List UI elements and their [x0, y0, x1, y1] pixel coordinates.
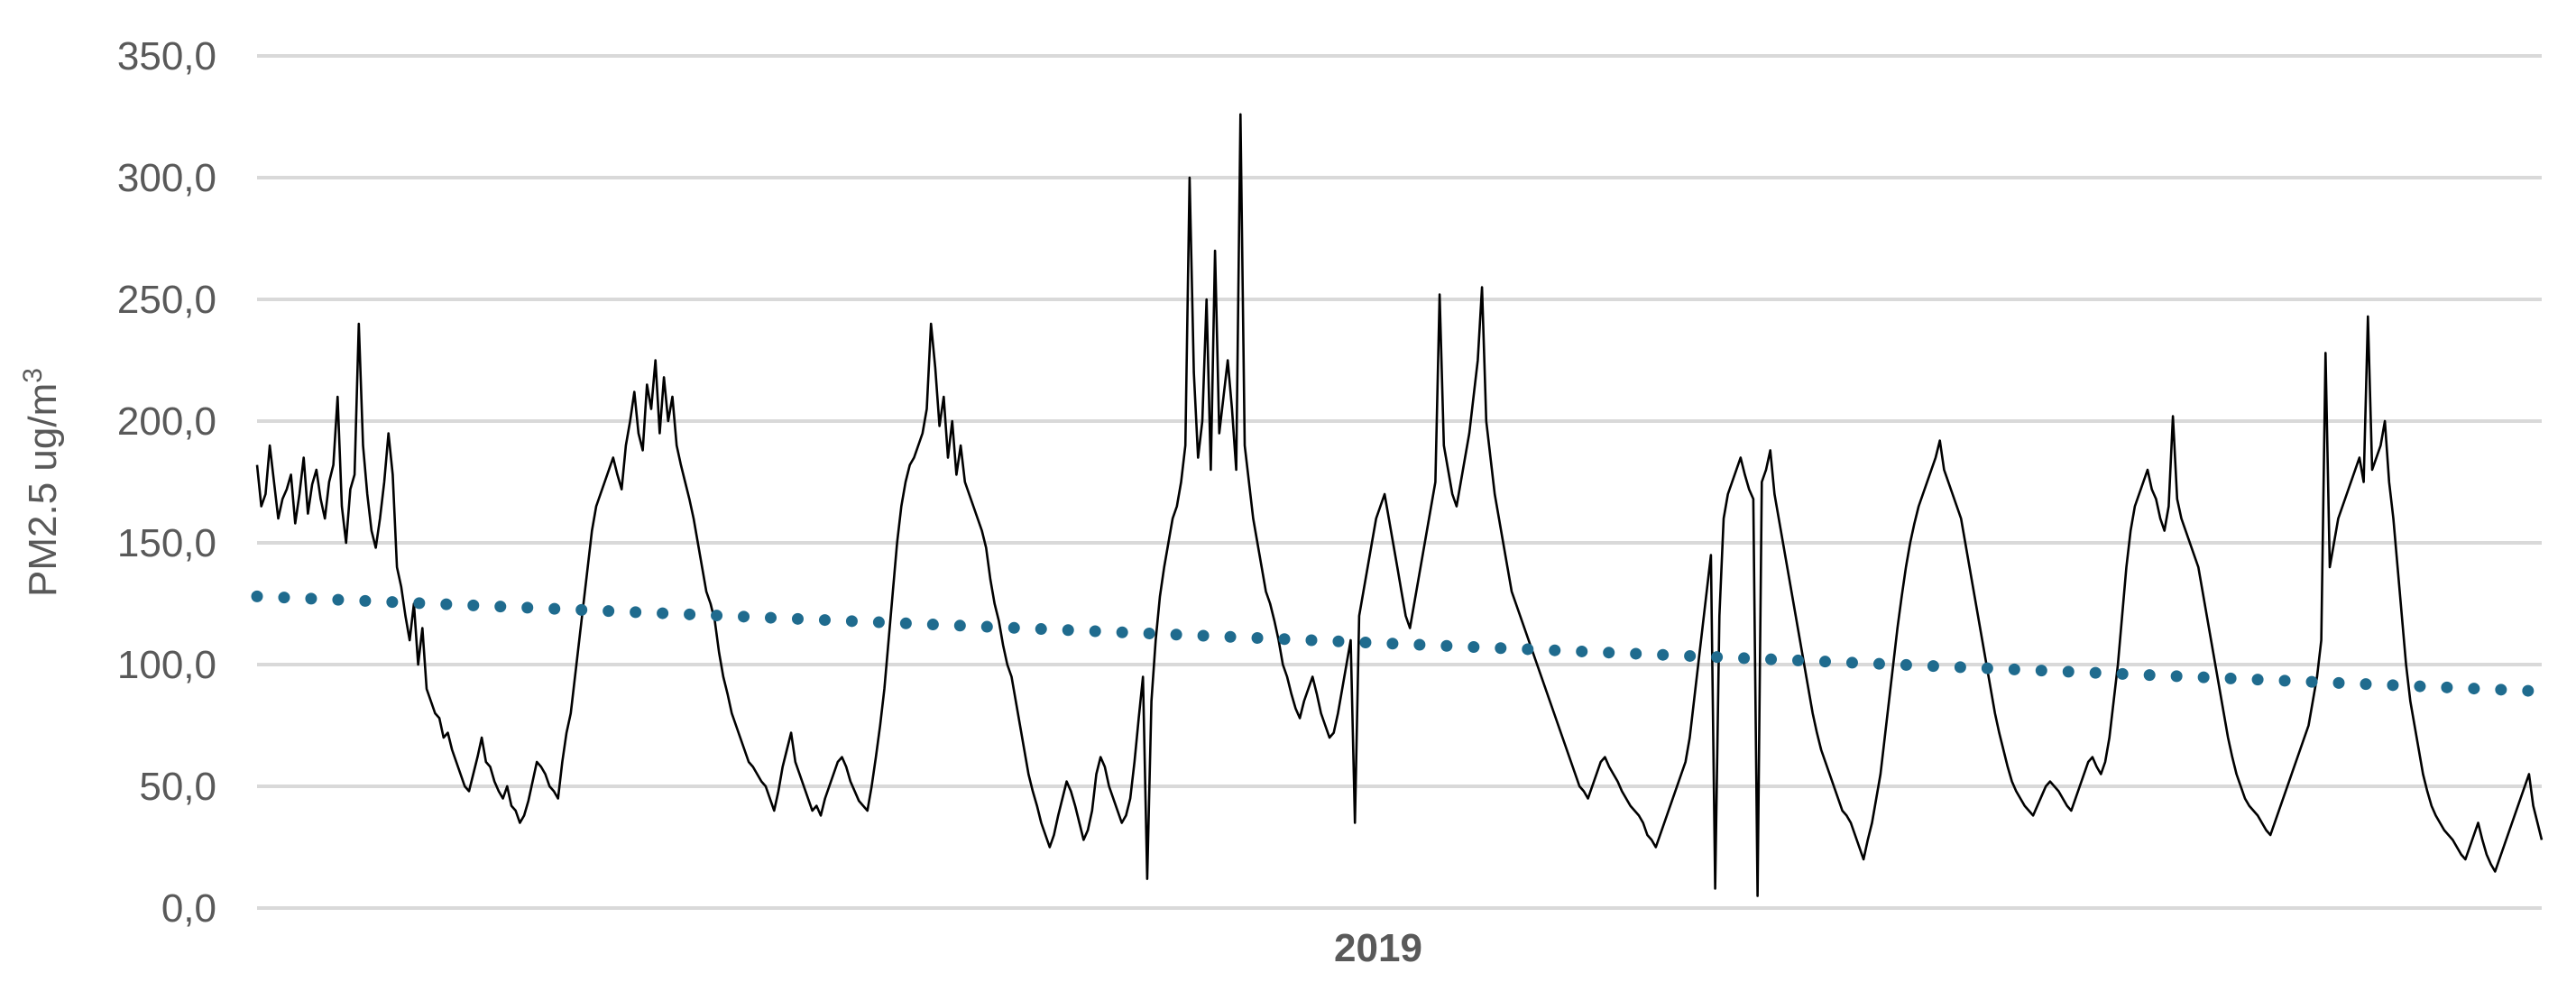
- y-tick-label: 50,0: [139, 765, 216, 809]
- y-axis-ticks: 0,0 50,0 100,0 150,0 200,0 250,0 300,0 350,0: [117, 34, 216, 931]
- y-tick-label: 350,0: [117, 34, 216, 78]
- trendline-line: [251, 590, 2548, 698]
- y-tick-label: 300,0: [117, 156, 216, 200]
- y-axis-title: PM2.5 ug/m3: [18, 368, 65, 597]
- trendline: [251, 590, 2548, 698]
- y-tick-label: 250,0: [117, 278, 216, 322]
- gridlines: [257, 54, 2542, 910]
- y-tick-label: 0,0: [161, 886, 216, 931]
- series-line: [255, 113, 2544, 897]
- y-axis-title-text: PM2.5 ug/m: [21, 383, 65, 597]
- y-axis-title-superscript: 3: [18, 368, 48, 383]
- y-tick-label: 200,0: [117, 399, 216, 444]
- series: [255, 113, 2544, 897]
- x-axis-label: 2019: [1334, 926, 1422, 970]
- y-tick-label: 150,0: [117, 521, 216, 565]
- y-tick-label: 100,0: [117, 643, 216, 687]
